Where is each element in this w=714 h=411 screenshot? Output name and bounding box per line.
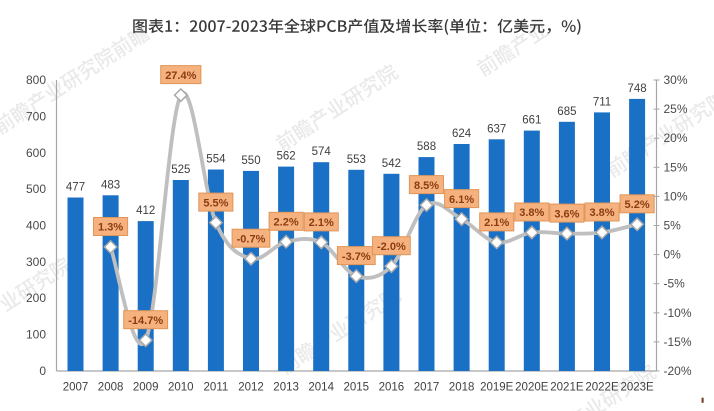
svg-text:500: 500 bbox=[26, 182, 46, 196]
svg-text:748: 748 bbox=[628, 83, 647, 95]
svg-text:483: 483 bbox=[101, 179, 120, 191]
svg-text:-20%: -20% bbox=[664, 364, 692, 378]
svg-text:3.8%: 3.8% bbox=[589, 207, 614, 219]
svg-text:-3.7%: -3.7% bbox=[342, 251, 371, 263]
svg-text:2010: 2010 bbox=[168, 382, 194, 394]
svg-text:2011: 2011 bbox=[204, 382, 229, 394]
svg-text:-14.7%: -14.7% bbox=[128, 315, 163, 327]
svg-text:-5%: -5% bbox=[664, 277, 686, 291]
svg-text:661: 661 bbox=[522, 115, 541, 127]
svg-text:27.4%: 27.4% bbox=[165, 70, 196, 82]
svg-text:562: 562 bbox=[277, 151, 296, 163]
svg-text:1.3%: 1.3% bbox=[98, 222, 123, 234]
svg-text:10%: 10% bbox=[664, 189, 688, 203]
svg-text:300: 300 bbox=[26, 255, 46, 269]
svg-text:2016: 2016 bbox=[379, 382, 405, 394]
svg-text:2.2%: 2.2% bbox=[274, 217, 299, 229]
svg-text:637: 637 bbox=[487, 123, 506, 135]
svg-text:400: 400 bbox=[26, 219, 46, 233]
svg-text:-15%: -15% bbox=[664, 335, 692, 349]
svg-text:477: 477 bbox=[66, 182, 85, 194]
svg-text:2012: 2012 bbox=[238, 382, 264, 394]
svg-text:700: 700 bbox=[26, 109, 46, 123]
svg-text:2023E: 2023E bbox=[620, 382, 654, 394]
svg-text:0%: 0% bbox=[664, 248, 682, 262]
svg-text:-10%: -10% bbox=[664, 306, 692, 320]
svg-text:574: 574 bbox=[312, 146, 332, 158]
svg-text:30%: 30% bbox=[664, 73, 688, 87]
svg-text:2015: 2015 bbox=[344, 382, 370, 394]
svg-text:685: 685 bbox=[557, 106, 576, 118]
svg-text:412: 412 bbox=[136, 205, 155, 217]
svg-text:554: 554 bbox=[206, 154, 226, 166]
svg-text:0: 0 bbox=[39, 364, 46, 378]
svg-text:5.2%: 5.2% bbox=[625, 199, 650, 211]
svg-text:542: 542 bbox=[382, 158, 401, 170]
svg-text:588: 588 bbox=[417, 141, 436, 153]
svg-text:5%: 5% bbox=[664, 219, 682, 233]
svg-text:200: 200 bbox=[26, 291, 46, 305]
svg-text:-2.0%: -2.0% bbox=[377, 241, 406, 253]
svg-text:2014: 2014 bbox=[308, 382, 334, 394]
svg-text:20%: 20% bbox=[664, 131, 688, 145]
svg-text:5.5%: 5.5% bbox=[203, 197, 228, 209]
svg-text:2.1%: 2.1% bbox=[484, 217, 509, 229]
svg-text:2009: 2009 bbox=[133, 382, 159, 394]
svg-text:-0.7%: -0.7% bbox=[237, 233, 266, 245]
svg-text:2013: 2013 bbox=[273, 382, 299, 394]
svg-text:8.5%: 8.5% bbox=[414, 180, 439, 192]
svg-text:100: 100 bbox=[26, 328, 46, 342]
svg-text:2017: 2017 bbox=[414, 382, 440, 394]
svg-text:800: 800 bbox=[26, 73, 46, 87]
svg-text:6.1%: 6.1% bbox=[449, 194, 474, 206]
svg-text:553: 553 bbox=[347, 154, 366, 166]
svg-text:3.6%: 3.6% bbox=[554, 208, 579, 220]
svg-text:600: 600 bbox=[26, 146, 46, 160]
svg-text:711: 711 bbox=[593, 96, 611, 108]
svg-text:15%: 15% bbox=[664, 160, 688, 174]
svg-text:2019E: 2019E bbox=[480, 382, 514, 394]
svg-text:25%: 25% bbox=[664, 102, 688, 116]
svg-text:550: 550 bbox=[241, 155, 260, 167]
svg-text:2020E: 2020E bbox=[515, 382, 549, 394]
svg-text:2.1%: 2.1% bbox=[309, 217, 334, 229]
svg-text:2021E: 2021E bbox=[550, 382, 584, 394]
svg-text:624: 624 bbox=[452, 128, 472, 140]
svg-text:2018: 2018 bbox=[449, 382, 475, 394]
svg-text:2008: 2008 bbox=[98, 382, 124, 394]
svg-text:525: 525 bbox=[171, 164, 190, 176]
svg-text:2022E: 2022E bbox=[585, 382, 619, 394]
svg-text:3.8%: 3.8% bbox=[519, 207, 544, 219]
svg-text:2007: 2007 bbox=[63, 382, 89, 394]
